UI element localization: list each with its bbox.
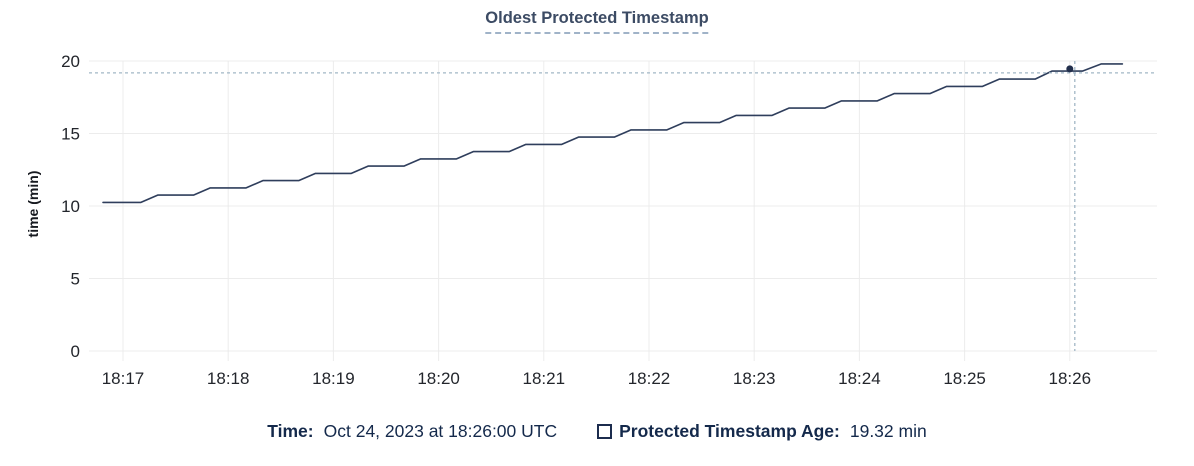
x-tick-label: 18:17 bbox=[102, 369, 145, 388]
x-tick-label: 18:24 bbox=[838, 369, 881, 388]
y-tick-label: 0 bbox=[71, 342, 80, 361]
legend-series-label: Protected Timestamp Age: bbox=[619, 421, 840, 441]
legend-time-value: Oct 24, 2023 at 18:26:00 UTC bbox=[323, 421, 558, 441]
y-tick-label: 5 bbox=[71, 270, 80, 289]
chart-legend: Time: Oct 24, 2023 at 18:26:00 UTC Prote… bbox=[0, 421, 1194, 442]
legend-series-value: 19.32 min bbox=[849, 421, 927, 441]
y-tick-label: 10 bbox=[61, 197, 80, 216]
x-tick-label: 18:25 bbox=[943, 369, 986, 388]
y-tick-label: 15 bbox=[61, 125, 80, 144]
series-line bbox=[102, 63, 1124, 204]
x-tick-label: 18:23 bbox=[733, 369, 776, 388]
chart-title[interactable]: Oldest Protected Timestamp bbox=[485, 9, 709, 34]
series-checkbox-icon[interactable] bbox=[597, 424, 613, 439]
legend-time-item: Time: Oct 24, 2023 at 18:26:00 UTC bbox=[267, 421, 557, 442]
chart-plot-area[interactable]: 0 5 10 15 20 18:17 18:18 18:19 18:20 18:21 18:22 18… bbox=[0, 0, 1194, 400]
hover-point bbox=[1066, 65, 1074, 73]
x-tick-label: 18:22 bbox=[628, 369, 671, 388]
x-tick-label: 18:19 bbox=[312, 369, 355, 388]
x-tick-label: 18:20 bbox=[417, 369, 460, 388]
x-tick-label: 18:18 bbox=[207, 369, 250, 388]
legend-time-label: Time: bbox=[267, 421, 314, 441]
x-tick-label: 18:21 bbox=[523, 369, 566, 388]
legend-series-item[interactable]: Protected Timestamp Age: 19.32 min bbox=[597, 421, 927, 442]
x-tick-label: 18:26 bbox=[1049, 369, 1092, 388]
y-tick-label: 20 bbox=[61, 52, 80, 71]
